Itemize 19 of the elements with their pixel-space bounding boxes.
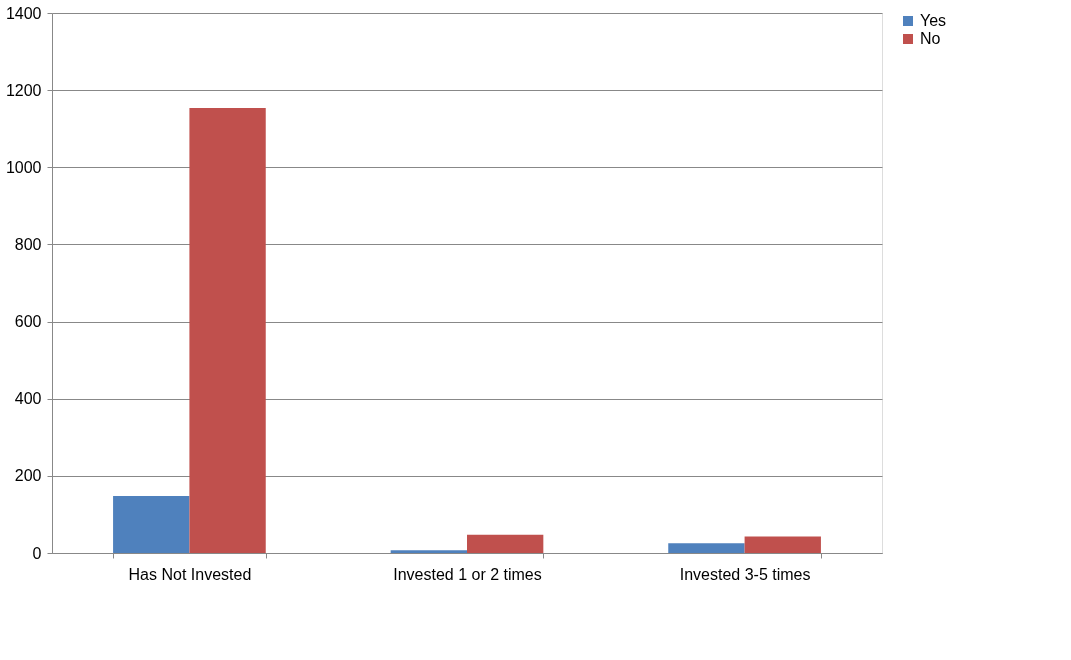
legend-label: No <box>920 30 941 47</box>
x-tick-label: Invested 1 or 2 times <box>393 565 542 583</box>
y-tick-label: 1000 <box>5 158 42 176</box>
y-tick-label: 1200 <box>5 81 42 99</box>
bar <box>744 536 821 553</box>
bar <box>189 107 266 553</box>
x-tick-label: Has Not Invested <box>128 565 252 583</box>
y-tick-label: 600 <box>14 313 42 331</box>
y-tick-label: 200 <box>14 467 42 485</box>
bar <box>390 550 467 553</box>
y-tick-label: 800 <box>14 235 42 253</box>
bar <box>467 534 544 553</box>
bar <box>113 495 190 553</box>
y-tick-label: 400 <box>14 390 42 408</box>
x-tick-label: Invested 3-5 times <box>679 565 811 583</box>
legend-label: Yes <box>920 12 947 29</box>
y-tick-label: 0 <box>32 544 42 562</box>
bar <box>668 543 745 553</box>
y-tick-label: 1400 <box>5 4 42 22</box>
